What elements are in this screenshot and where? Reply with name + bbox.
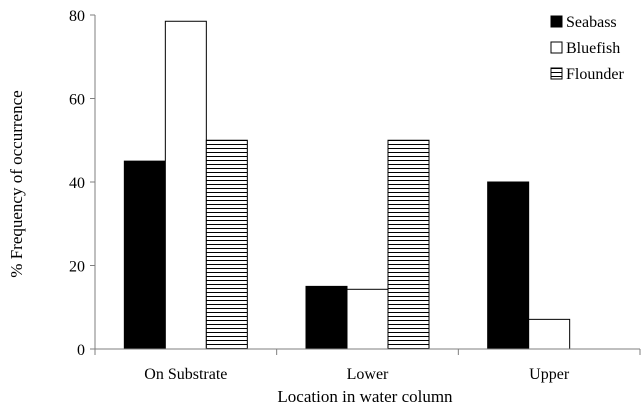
legend-label-bluefish: Bluefish xyxy=(566,40,620,57)
x-axis-title: Location in water column xyxy=(277,387,453,406)
legend-label-seabass: Seabass xyxy=(566,14,617,31)
bar-flounder-on-substrate xyxy=(205,139,248,350)
bar-seabass-upper xyxy=(487,181,530,350)
legend-swatch-bluefish xyxy=(550,41,563,54)
bar-seabass-lower xyxy=(305,285,348,350)
y-tick-label: 0 xyxy=(77,342,85,359)
axes-layer xyxy=(90,14,641,355)
bar-seabass-on-substrate xyxy=(123,160,166,350)
y-tick-labels: 0 20 40 60 80 xyxy=(69,8,85,359)
legend-swatch-seabass xyxy=(550,15,563,28)
bar-bluefish-upper xyxy=(528,318,571,350)
legend-swatch-flounder xyxy=(550,67,563,80)
x-tick-label: Upper xyxy=(529,366,570,383)
y-tick-label: 20 xyxy=(69,259,85,276)
legend-label-flounder: Flounder xyxy=(566,66,624,83)
y-tick-label: 80 xyxy=(69,8,85,25)
legend: Seabass Bluefish Flounder xyxy=(550,14,624,83)
x-tick-label: Lower xyxy=(347,366,389,383)
y-tick-label: 60 xyxy=(69,92,85,109)
bar-bluefish-on-substrate xyxy=(164,20,207,350)
bars-layer xyxy=(123,20,571,350)
y-axis-title: % Frequency of occurrence xyxy=(7,90,26,277)
x-tick-label: On Substrate xyxy=(144,366,227,383)
bar-flounder-lower xyxy=(387,139,430,350)
y-tick-label: 40 xyxy=(69,175,85,192)
x-tick-labels: On Substrate Lower Upper xyxy=(144,366,570,383)
bar-bluefish-lower xyxy=(346,288,389,350)
